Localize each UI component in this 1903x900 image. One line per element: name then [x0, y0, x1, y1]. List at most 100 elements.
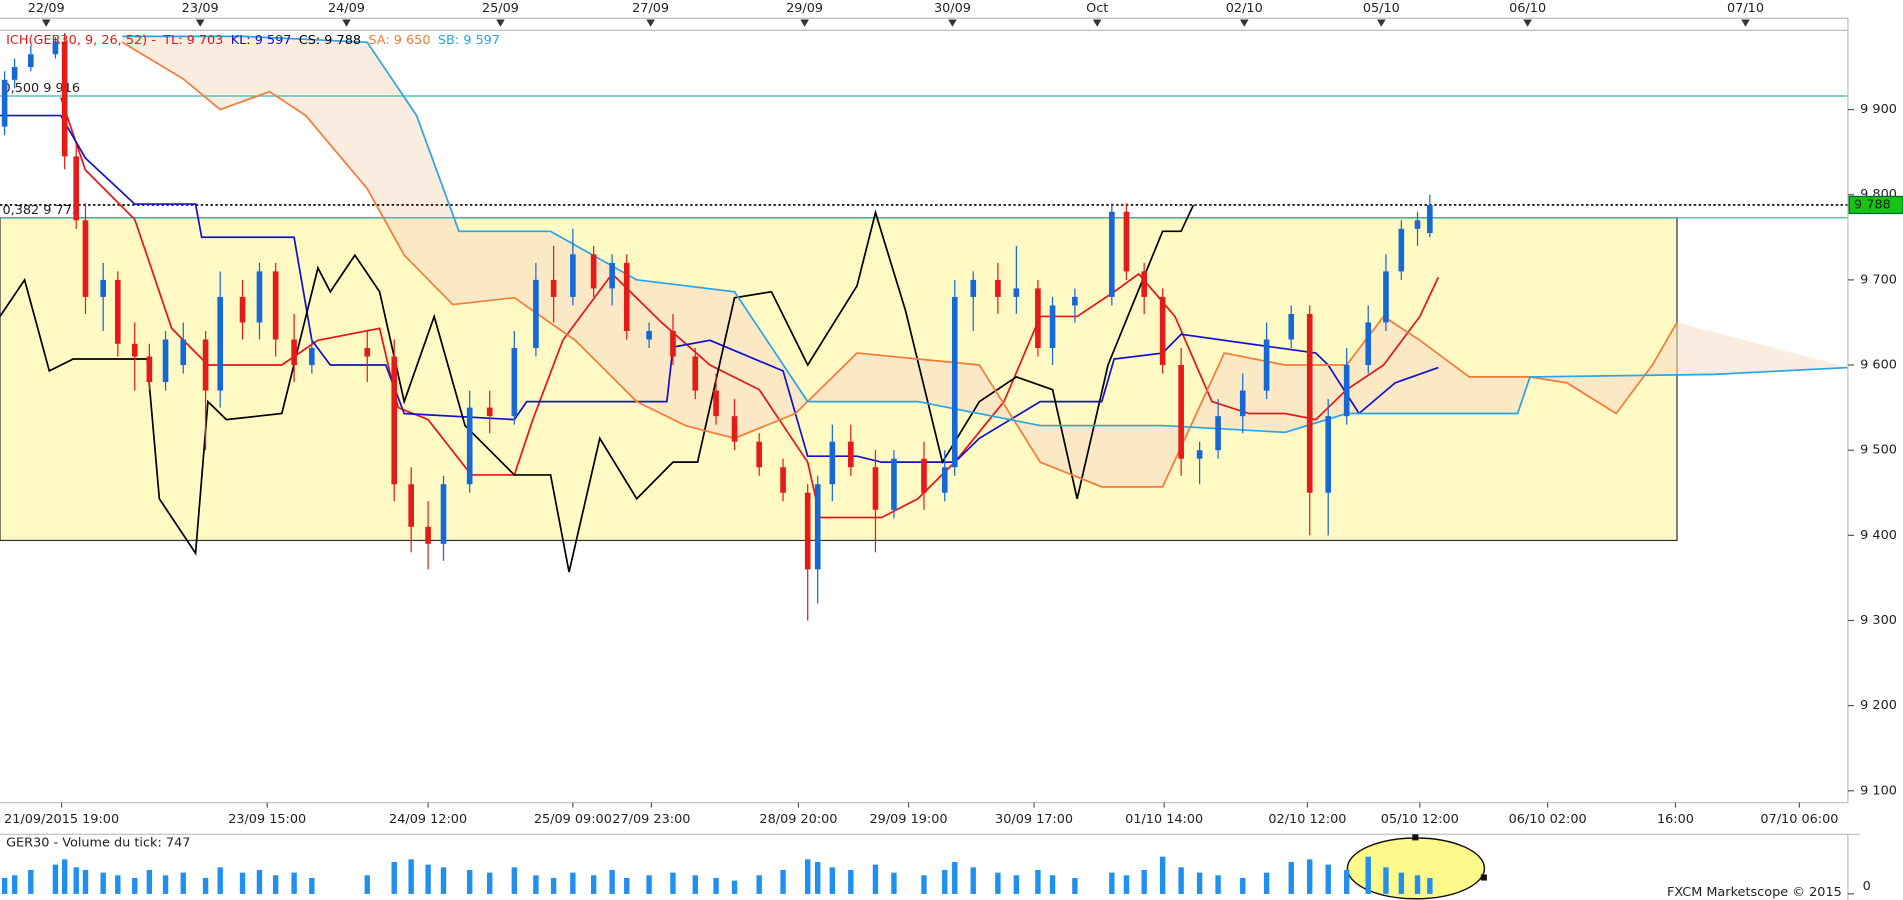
date-marker — [646, 19, 655, 27]
volume-bar — [942, 869, 948, 894]
candle-body — [1049, 305, 1056, 349]
ellipse-handle — [1412, 834, 1419, 841]
candle-body — [364, 348, 371, 357]
candle-body — [646, 330, 652, 340]
candle-body — [814, 484, 821, 570]
volume-bar — [440, 867, 447, 894]
volume-bar — [1288, 861, 1294, 894]
date-label: 06/10 — [1509, 1, 1546, 16]
date-marker — [1377, 19, 1386, 27]
candle-body — [146, 356, 153, 383]
last-price-label: 9 788 — [1854, 197, 1891, 212]
volume-bar — [1109, 872, 1115, 894]
x-tick-label: 30/09 17:00 — [995, 812, 1073, 827]
candle-body — [239, 296, 246, 323]
indicator-label: ICH(GER30, 9, 26, 52) - — [6, 33, 156, 48]
candle-body — [27, 54, 34, 68]
volume-bar — [533, 875, 539, 894]
candle-body — [609, 262, 615, 289]
date-label: 29/09 — [786, 1, 823, 16]
volume-bar — [609, 869, 615, 894]
date-marker — [948, 19, 957, 27]
candle-body — [425, 526, 431, 544]
date-label: 25/09 — [482, 1, 519, 16]
volume-bar — [217, 867, 223, 894]
date-marker — [195, 19, 205, 27]
volume-bar — [952, 861, 958, 894]
y-tick-label: 9 500 — [1860, 443, 1897, 458]
volume-title: GER30 - Volume du tick: 747 — [6, 835, 190, 850]
candle-body — [1343, 365, 1350, 417]
volume-bar — [1141, 869, 1147, 894]
volume-bar — [872, 864, 879, 894]
volume-bar — [202, 877, 209, 894]
candle-body — [180, 339, 187, 366]
date-label: 02/10 — [1226, 1, 1263, 16]
volume-bar — [692, 875, 698, 894]
date-marker — [1092, 19, 1102, 27]
legend-entry: KL: 9 597 — [231, 33, 292, 48]
candle-body — [829, 441, 836, 485]
volume-bar — [239, 872, 246, 894]
candle-body — [1414, 220, 1421, 229]
volume-bar — [364, 875, 370, 894]
cloud — [122, 36, 1848, 487]
legend: ICH(GER30, 9, 26, 52) - TL: 9 703 KL: 9 59… — [6, 33, 500, 48]
date-marker — [1239, 19, 1249, 27]
candle-body — [1013, 288, 1020, 297]
candle-body — [391, 356, 398, 485]
volume-bar — [115, 875, 121, 894]
x-tick-label: 02/10 12:00 — [1268, 812, 1346, 827]
volume-bar — [52, 864, 59, 894]
y-tick-label: 9 400 — [1860, 528, 1897, 543]
candle-body — [1141, 271, 1147, 297]
candle-body — [780, 467, 786, 493]
candle-body — [1215, 416, 1221, 451]
indicator-line — [60, 97, 1440, 519]
volume-bar — [146, 869, 153, 894]
volume-plot — [1, 856, 1433, 894]
legend-entry: TL: 9 703 — [162, 33, 223, 48]
candle-body — [256, 271, 263, 323]
volume-bar — [590, 875, 597, 894]
candle-body — [1035, 288, 1041, 349]
level-label: 0,500 9 916 — [2, 81, 80, 96]
volume-bar — [1013, 875, 1020, 894]
x-tick-label: 23/09 15:00 — [228, 812, 306, 827]
candle-body — [1365, 322, 1372, 366]
indicator-line — [0, 114, 1439, 464]
date-marker — [496, 19, 505, 27]
volume-bar — [511, 867, 518, 894]
candle-body — [1178, 365, 1184, 459]
date-marker — [800, 19, 809, 27]
candle-body — [11, 67, 18, 80]
candle-body — [131, 343, 138, 357]
volume-bar — [1035, 869, 1041, 894]
volume-bar — [1159, 856, 1166, 894]
y-tick-label: 9 200 — [1860, 698, 1897, 713]
candle-body — [921, 458, 927, 493]
candle-body — [570, 254, 576, 297]
candle-body — [73, 156, 80, 221]
candle-body — [1159, 296, 1166, 366]
date-label: 24/09 — [328, 1, 365, 16]
indicator-line — [0, 204, 1195, 573]
x-tick-label: 06/10 02:00 — [1509, 812, 1587, 827]
volume-bar — [1049, 875, 1056, 894]
volume-bar — [408, 859, 414, 894]
volume-bar — [180, 872, 186, 894]
volume-bar — [1325, 864, 1331, 894]
volume-bar — [291, 872, 297, 894]
candle-body — [550, 279, 557, 297]
volume-bar — [1263, 872, 1270, 894]
candle-body — [61, 41, 68, 157]
candle-body — [52, 41, 59, 55]
candle-body — [951, 296, 958, 468]
volume-bar — [391, 861, 397, 894]
x-tick-label: 01/10 14:00 — [1125, 812, 1203, 827]
volume-bar — [624, 877, 630, 894]
candle-body — [670, 330, 676, 357]
